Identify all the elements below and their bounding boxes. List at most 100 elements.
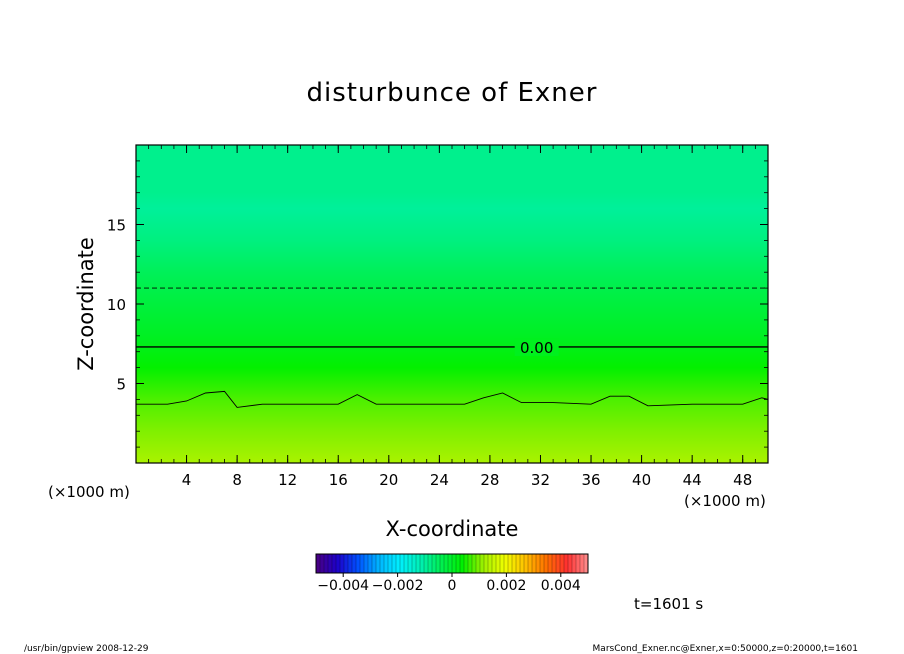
colorbar-cell [443,553,449,574]
colorbar-cell [355,553,361,574]
colorbar-cell [339,553,345,574]
colorbar-cell [503,553,509,574]
chart-title: disturbunce of Exner [307,78,598,108]
colorbar-cell [359,553,365,574]
colorbar-cell [431,553,437,574]
x-axis-label: X-coordinate [386,517,519,541]
colorbar-tick-label: −0.002 [372,578,424,594]
colorbar-cell [399,553,405,574]
x-tick-label: 12 [278,471,297,489]
colorbar-cell [467,553,473,574]
colorbar-cell [463,553,469,574]
colorbar-cell [519,553,525,574]
colorbar-cell [495,553,501,574]
colorbar: −0.004 −0.002 0 0.002 0.004 [315,553,589,594]
y-tick-label: 5 [116,376,126,394]
colorbar-tick-label: 0 [448,578,457,594]
colorbar-cell [571,553,577,574]
x-tick-label: 24 [430,471,449,489]
colorbar-cell [479,553,485,574]
colorbar-cell [579,553,585,574]
colorbar-cell [555,553,561,574]
colorbar-cell [363,553,369,574]
x-unit-label-left: (×1000 m) [48,483,130,501]
x-tick-label: 28 [480,471,499,489]
footer-right: MarsCond_Exner.nc@Exner,x=0:50000,z=0:20… [593,644,858,654]
x-tick-label: 40 [632,471,651,489]
x-axis-ticks: 4 8 12 16 20 24 28 32 36 40 44 48 [182,145,752,489]
y-tick-label: 10 [107,296,126,314]
colorbar-cell [535,553,541,574]
colorbar-cell [323,553,329,574]
colorbar-cell [515,553,521,574]
colorbar-cell [347,553,353,574]
colorbar-cell [331,553,337,574]
x-tick-label: 20 [379,471,398,489]
colorbar-cell [459,553,465,574]
colorbar-cell [471,553,477,574]
colorbar-cell [379,553,385,574]
colorbar-cell [387,553,393,574]
contour-layer [136,287,768,408]
colorbar-ticks: −0.004 −0.002 0 0.002 0.004 [317,573,581,594]
colorbar-cell [539,553,545,574]
contour-line-2 [136,390,768,408]
contour-label-layer: 0.00 [514,337,559,357]
colorbar-cell [563,553,569,574]
colorbar-cell [407,553,413,574]
colorbar-cell [419,553,425,574]
colorbar-cell [511,553,517,574]
colorbar-cell [575,553,581,574]
colorbar-cell [483,553,489,574]
colorbar-cell [543,553,549,574]
field-heatmap [136,145,768,463]
colorbar-cell [475,553,481,574]
colorbar-cell [567,553,573,574]
x-unit-label-right: (×1000 m) [684,492,766,510]
colorbar-cell [411,553,417,574]
y-tick-label: 15 [107,217,126,235]
colorbar-cell [435,553,441,574]
colorbar-cell [523,553,529,574]
colorbar-tick-label: −0.004 [317,578,369,594]
colorbar-cell [491,553,497,574]
time-label: t=1601 s [634,595,703,613]
colorbar-cell [451,553,457,574]
footer-left: /usr/bin/gpview 2008-12-29 [24,644,149,654]
x-tick-label: 16 [329,471,348,489]
colorbar-cell [531,553,537,574]
colorbar-cell [507,553,513,574]
contour-label-bg-0 [514,337,559,356]
y-axis-ticks: 5 10 15 [107,217,768,394]
colorbar-cell [415,553,421,574]
colorbar-cell [315,553,321,574]
colorbar-cell [327,553,333,574]
colorbar-cell [427,553,433,574]
colorbar-cell [527,553,533,574]
colorbar-cell [395,553,401,574]
colorbar-tick-label: 0.004 [541,578,581,594]
colorbar-cell [335,553,341,574]
colorbar-cell [391,553,397,574]
colorbar-cell [551,553,557,574]
colorbar-cell [351,553,357,574]
x-tick-label: 44 [683,471,702,489]
y-axis-label: Z-coordinate [74,237,98,371]
colorbar-cell [371,553,377,574]
colorbar-cell [547,553,553,574]
colorbar-cell [499,553,505,574]
colorbar-cell [367,553,373,574]
x-tick-label: 4 [182,471,192,489]
colorbar-cell [439,553,445,574]
colorbar-cell [447,553,453,574]
x-tick-label: 48 [733,471,752,489]
colorbar-cell [455,553,461,574]
x-tick-label: 32 [531,471,550,489]
colorbar-cell [319,553,325,574]
colorbar-tick-label: 0.002 [486,578,526,594]
x-tick-label: 8 [232,471,242,489]
colorbar-cells [315,553,589,574]
contour-label-0: 0.00 [520,339,553,357]
